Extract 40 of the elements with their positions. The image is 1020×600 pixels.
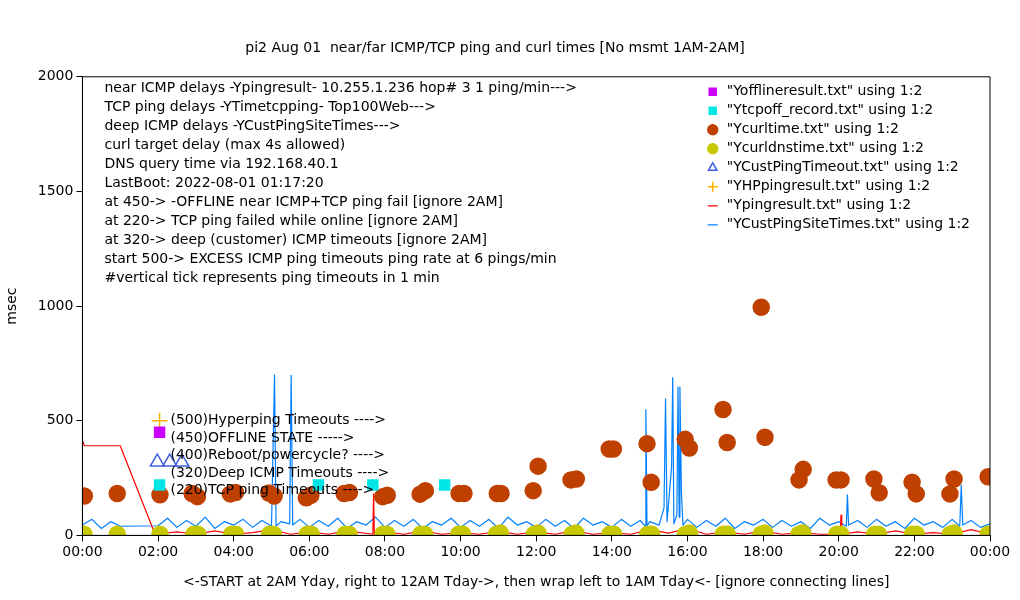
x-tick-label: 02:00 bbox=[137, 543, 179, 560]
x-tick-label: 22:00 bbox=[894, 543, 935, 560]
annotation: DNS query time via 192.168.40.1 bbox=[104, 155, 339, 172]
x-tick-label: 12:00 bbox=[516, 543, 557, 560]
annotation: curl target delay (max 4s allowed) bbox=[104, 136, 346, 153]
y-tick-label: 1500 bbox=[37, 182, 74, 199]
annotation: deep ICMP delays -YCustPingSiteTimes---> bbox=[104, 117, 401, 134]
y-tick-label: 0 bbox=[64, 526, 74, 543]
legend-label: "YCustPingTimeout.txt" using 1:2 bbox=[726, 158, 959, 175]
legend-label: "Ycurltime.txt" using 1:2 bbox=[726, 120, 899, 137]
y-tick-label: 500 bbox=[46, 411, 74, 428]
x-tick-label: 00:00 bbox=[62, 543, 103, 560]
legend-label: "Yofflineresult.txt" using 1:2 bbox=[726, 82, 923, 99]
annotation: #vertical tick represents ping timeouts in 1 min bbox=[104, 269, 440, 286]
y-tick-label: 2000 bbox=[37, 67, 74, 84]
annotation: at 220-> TCP ping failed while online [ignore 2AM] bbox=[104, 212, 459, 229]
x-tick-label: 00:00 bbox=[969, 543, 1011, 560]
legend-label: "YCustPingSiteTimes.txt" using 1:2 bbox=[726, 215, 970, 232]
x-tick-label: 18:00 bbox=[742, 543, 784, 560]
legend-label: "Ypingresult.txt" using 1:2 bbox=[726, 196, 912, 213]
y-axis-title: msec bbox=[3, 287, 20, 325]
x-tick-label: 20:00 bbox=[818, 543, 859, 560]
x-tick-label: 04:00 bbox=[213, 543, 254, 560]
x-tick-label: 10:00 bbox=[440, 543, 481, 560]
legend-label: "Ytcpoff_record.txt" using 1:2 bbox=[726, 101, 934, 118]
x-axis-title: <-START at 2AM Yday, right to 12AM Tday->, then wrap left to 1AM Tday<- [ignore connecting lines] bbox=[183, 573, 890, 590]
annotation: TCP ping delays -YTimetcpping- Top100Web---> bbox=[103, 98, 436, 115]
chart-title: pi2 Aug 01 near/far ICMP/TCP ping and curl times [No msmt 1AM-2AM] bbox=[245, 39, 745, 56]
annotation: at 320-> deep (customer) ICMP timeouts [ignore 2AM] bbox=[104, 231, 488, 248]
x-tick-label: 06:00 bbox=[289, 543, 330, 560]
legend-label: "YHPpingresult.txt" using 1:2 bbox=[726, 177, 931, 194]
y-tick-label: 1000 bbox=[37, 296, 74, 313]
annotation: LastBoot: 2022-08-01 01:17:20 bbox=[104, 174, 324, 191]
annotation: near ICMP delays -Ypingresult- 10.255.1.236 hop# 3 1 ping/min---> bbox=[104, 79, 577, 96]
x-tick-label: 16:00 bbox=[667, 543, 708, 560]
x-tick-label: 14:00 bbox=[591, 543, 633, 560]
legend-label: "Ycurldnstime.txt" using 1:2 bbox=[726, 139, 925, 156]
x-tick-label: 08:00 bbox=[364, 543, 406, 560]
annotation: at 450-> -OFFLINE near ICMP+TCP ping fail [ignore 2AM] bbox=[104, 193, 503, 210]
annotation: start 500-> EXCESS ICMP ping timeouts ping rate at 6 pings/min bbox=[104, 250, 557, 267]
